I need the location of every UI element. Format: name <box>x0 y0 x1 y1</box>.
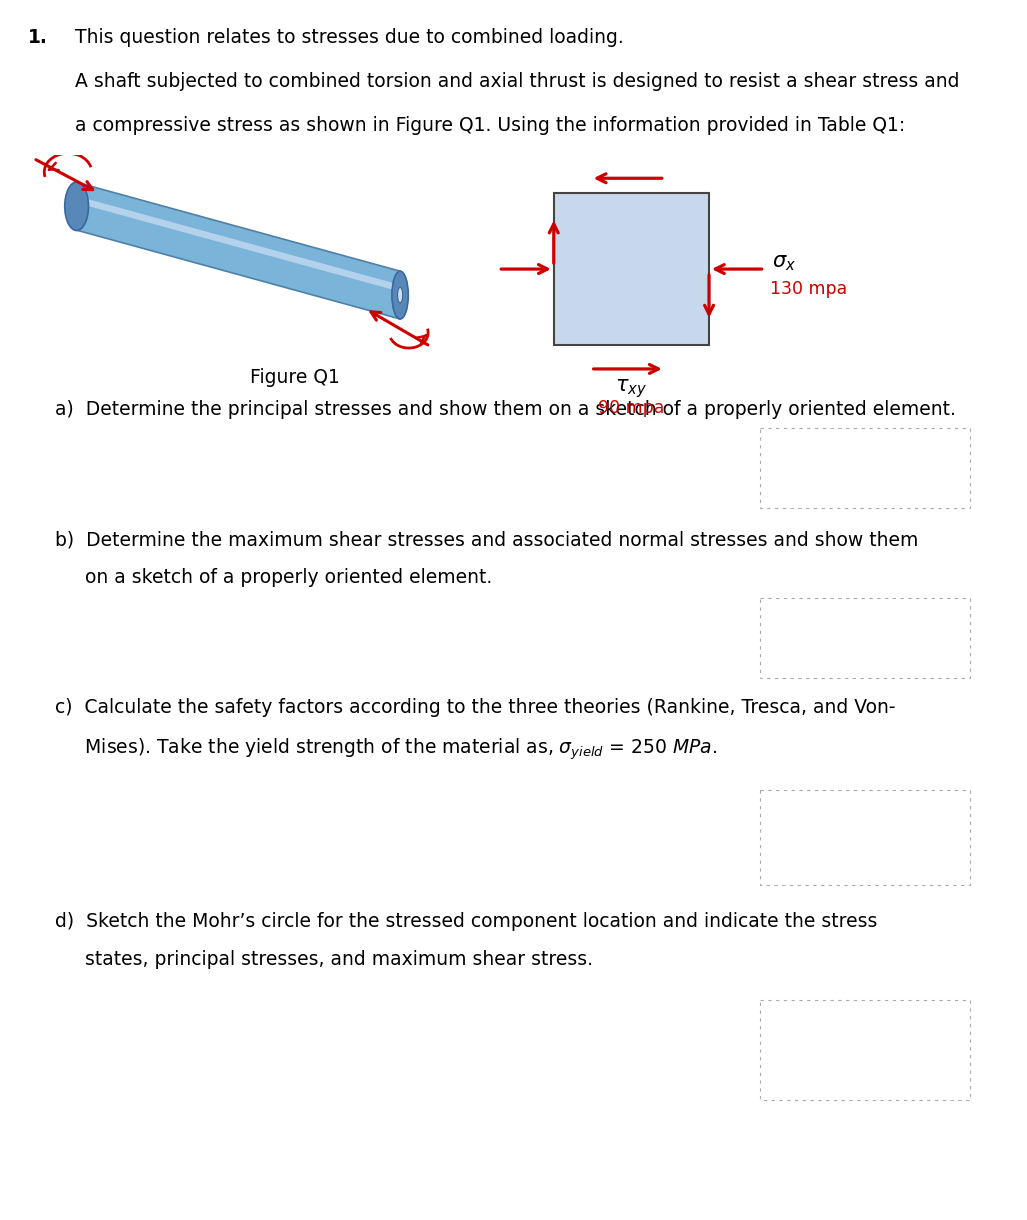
Text: a)  Determine the principal stresses and show them on a sketch of a properly ori: a) Determine the principal stresses and … <box>55 400 956 418</box>
Ellipse shape <box>65 182 88 231</box>
Ellipse shape <box>397 288 403 303</box>
Polygon shape <box>77 182 401 318</box>
Text: c)  Calculate the safety factors according to the three theories (Rankine, Tresc: c) Calculate the safety factors accordin… <box>55 698 896 717</box>
Text: A shaft subjected to combined torsion and axial thrust is designed to resist a s: A shaft subjected to combined torsion an… <box>75 72 959 91</box>
Bar <box>554 194 709 345</box>
Text: This question relates to stresses due to combined loading.: This question relates to stresses due to… <box>75 28 623 48</box>
Text: b)  Determine the maximum shear stresses and associated normal stresses and show: b) Determine the maximum shear stresses … <box>55 529 918 549</box>
Text: on a sketch of a properly oriented element.: on a sketch of a properly oriented eleme… <box>55 569 492 587</box>
Text: 1.: 1. <box>28 28 48 48</box>
Polygon shape <box>77 196 401 292</box>
Text: $\sigma_x$: $\sigma_x$ <box>772 253 796 273</box>
Bar <box>760 791 969 884</box>
Bar <box>760 598 969 678</box>
Text: 130 mpa: 130 mpa <box>770 279 847 298</box>
Bar <box>760 428 969 508</box>
Text: 90 mpa: 90 mpa <box>598 399 664 417</box>
Text: states, principal stresses, and maximum shear stress.: states, principal stresses, and maximum … <box>55 950 593 969</box>
Ellipse shape <box>392 271 409 318</box>
Text: a compressive stress as shown in Figure Q1. Using the information provided in Ta: a compressive stress as shown in Figure … <box>75 116 905 135</box>
Text: Mises). Take the yield strength of the material as, $\sigma_{yield}$ = 250 $MPa$: Mises). Take the yield strength of the m… <box>55 736 717 761</box>
Text: d)  Sketch the Mohr’s circle for the stressed component location and indicate th: d) Sketch the Mohr’s circle for the stre… <box>55 913 877 931</box>
Text: $\tau_{xy}$: $\tau_{xy}$ <box>615 377 647 400</box>
Bar <box>760 1000 969 1100</box>
Text: Figure Q1: Figure Q1 <box>250 368 340 387</box>
